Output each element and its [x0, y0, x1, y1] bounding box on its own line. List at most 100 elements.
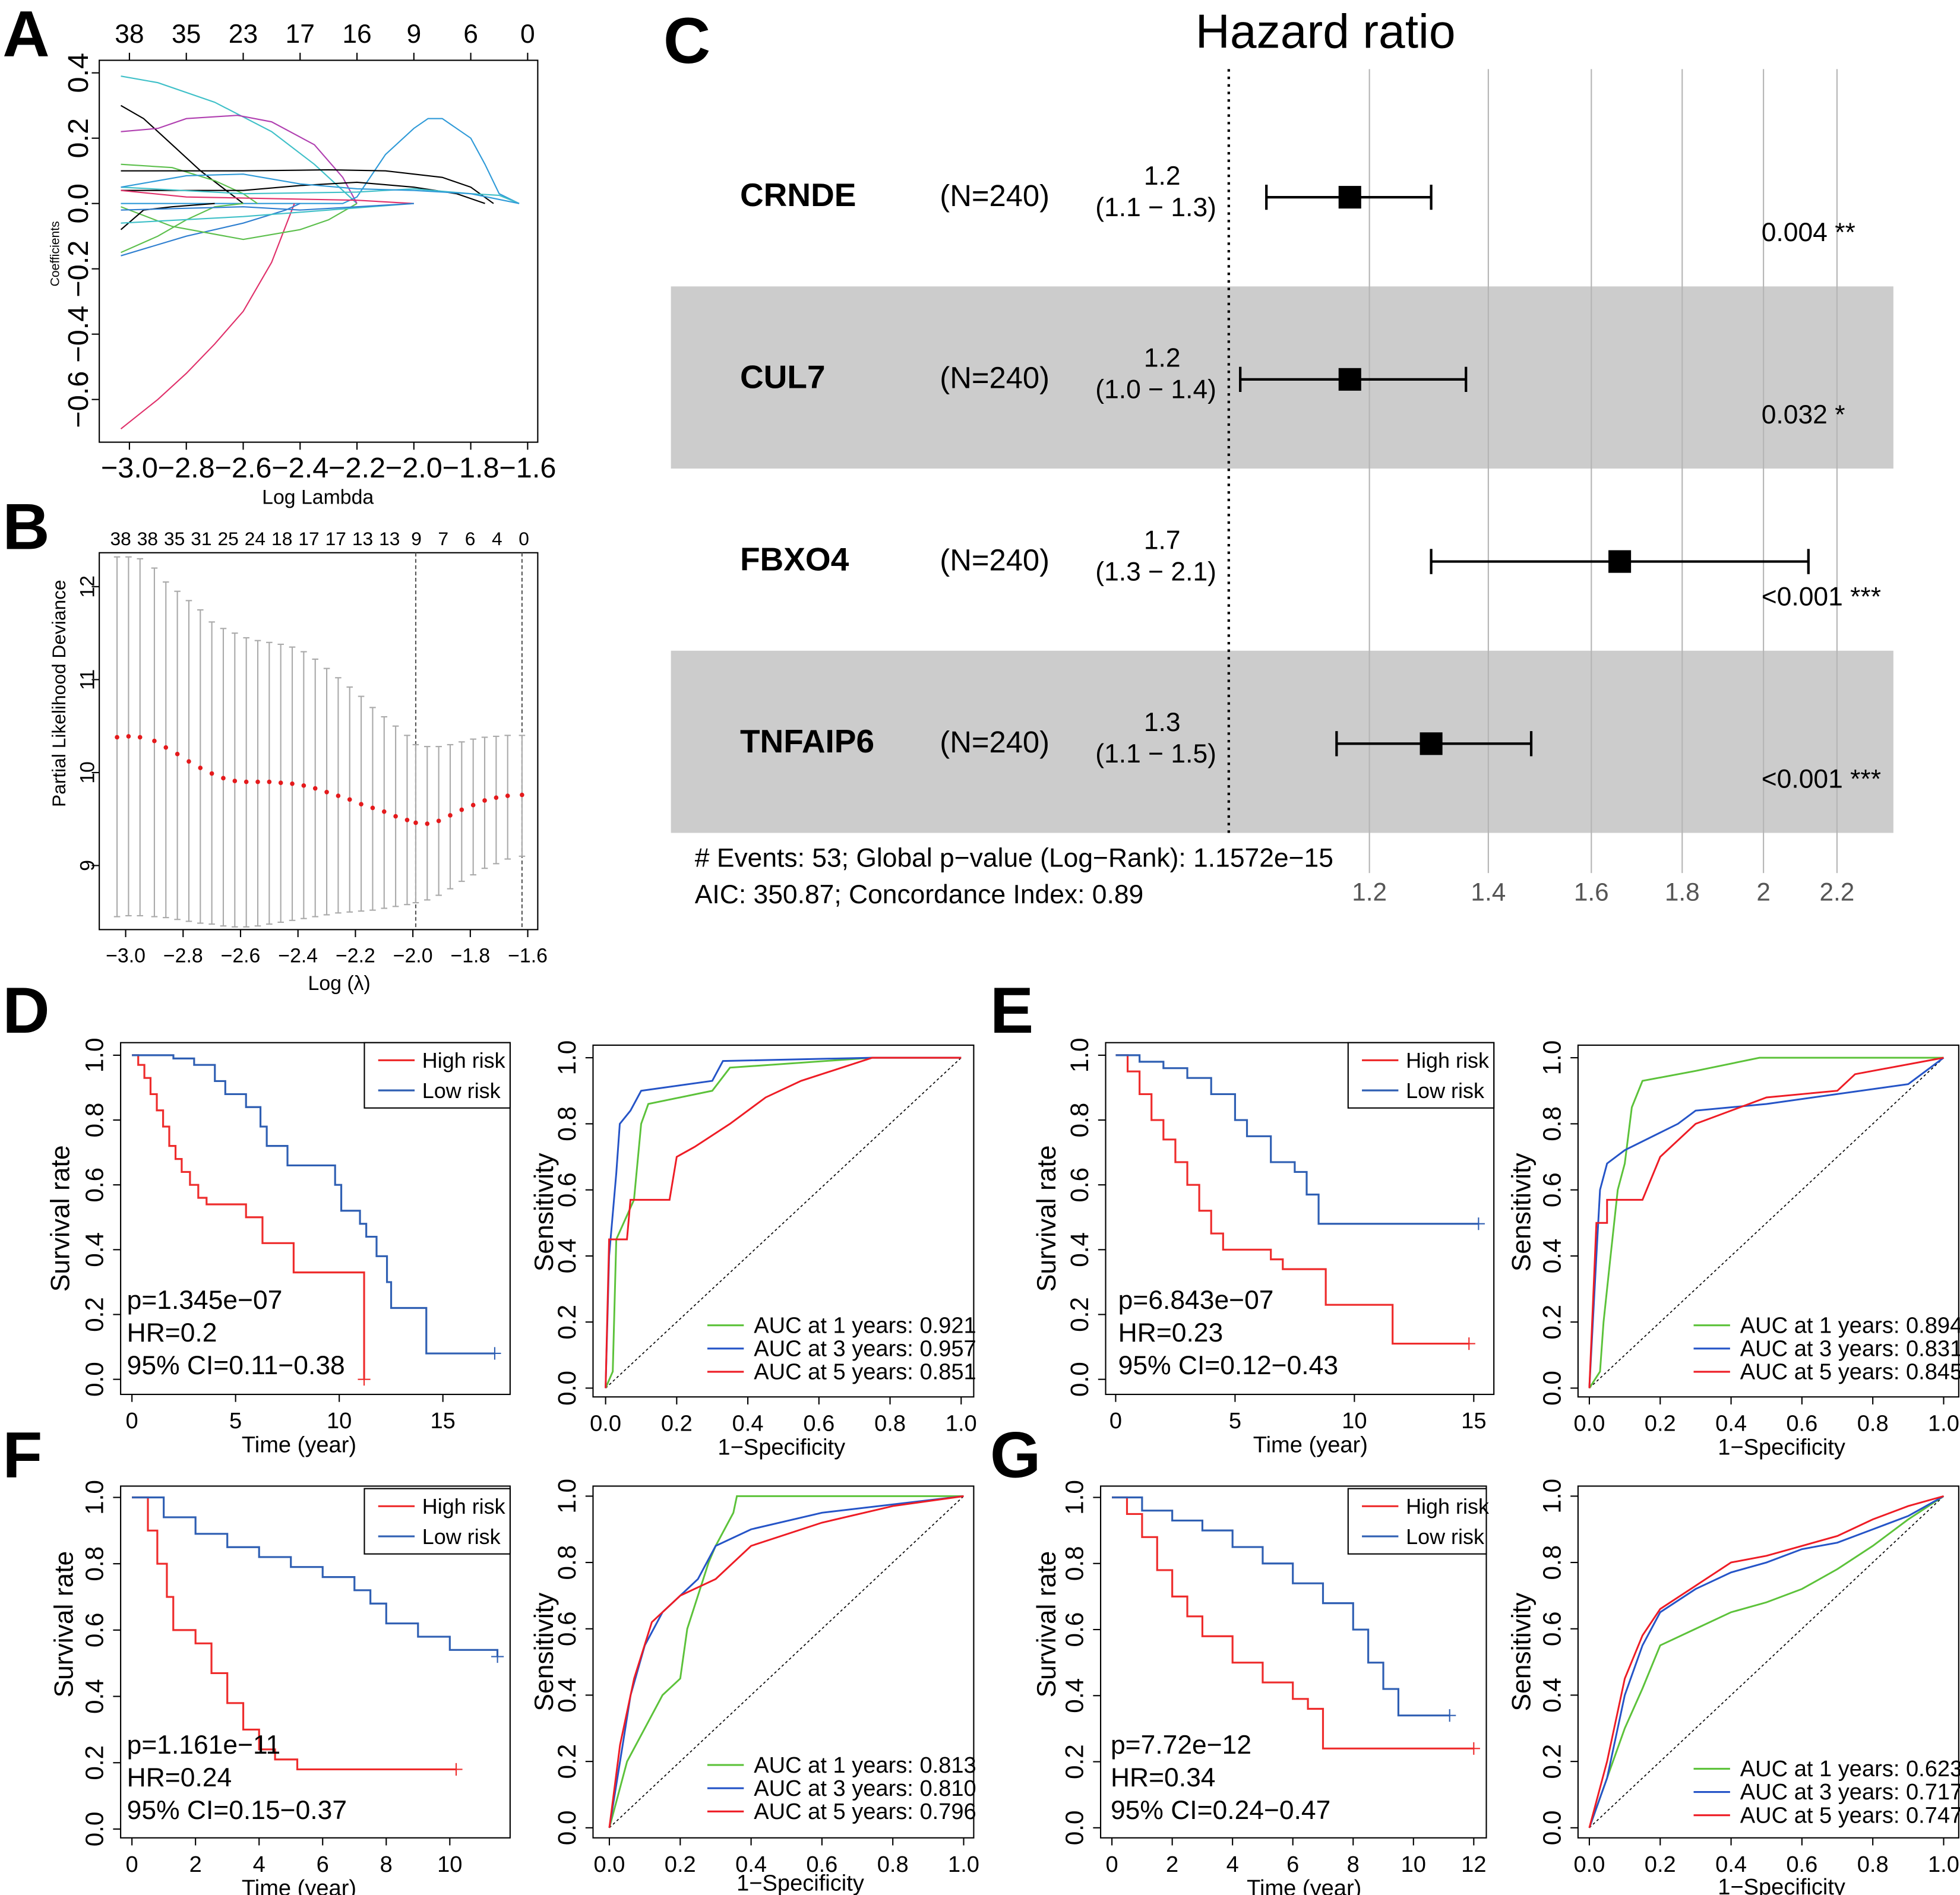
- panel-letter: E: [990, 974, 1033, 1047]
- x-tick-label: 15: [1461, 1409, 1486, 1434]
- coefficient-path: [121, 186, 520, 204]
- x-tick-label: 1.0: [1928, 1852, 1959, 1877]
- x-axis-label: 1−Specificity: [1718, 1875, 1845, 1895]
- x-tick-label: −3.0: [106, 944, 146, 967]
- panel-letter: B: [2, 490, 49, 563]
- x-tick-label: −2.4: [271, 452, 328, 484]
- y-axis-label: Coefficients: [48, 221, 62, 286]
- coefficient-path: [121, 118, 520, 204]
- panel-letter: D: [2, 974, 49, 1047]
- x-axis-label: 1−Specificity: [1718, 1435, 1845, 1460]
- deviance-point: [244, 779, 249, 784]
- x-tick-label: 0: [126, 1852, 138, 1877]
- x-axis-label: Time (year): [242, 1876, 356, 1895]
- legend-entry: High risk: [422, 1048, 506, 1073]
- deviance-point: [232, 779, 238, 783]
- x-tick-label: 0.2: [661, 1411, 693, 1436]
- y-axis-label: Sensitivity: [530, 1592, 559, 1711]
- deviance-point: [152, 738, 157, 744]
- legend-entry: High risk: [1406, 1494, 1490, 1518]
- legend-entry: AUC at 3 years: 0.717: [1740, 1780, 1960, 1805]
- y-tick-label: 0.6: [80, 1612, 108, 1647]
- legend-entry: AUC at 3 years: 0.957: [754, 1337, 976, 1362]
- x-tick-label: 0.8: [1857, 1852, 1889, 1877]
- confidence-interval: (1.0 − 1.4): [1095, 375, 1216, 404]
- y-tick-label: 0.6: [1538, 1172, 1566, 1207]
- y-tick-label: 0.4: [1538, 1678, 1566, 1713]
- sample-size: (N=240): [940, 725, 1049, 759]
- plot-frame: [99, 552, 539, 931]
- sample-size: (N=240): [940, 361, 1049, 395]
- y-tick-label: −0.4: [62, 306, 94, 363]
- x-tick-label: 0.4: [735, 1852, 767, 1877]
- x-tick-label: 8: [380, 1852, 393, 1877]
- top-axis-label: 6: [465, 528, 476, 549]
- x-tick-label: 0.8: [1857, 1411, 1889, 1436]
- plot-frame: [1577, 1485, 1959, 1839]
- stat-text: 95% CI=0.15−0.37: [127, 1796, 347, 1825]
- legend-entry: AUC at 5 years: 0.796: [754, 1799, 976, 1824]
- footer-aic: AIC: 350.87; Concordance Index: 0.89: [695, 880, 1143, 909]
- coefficient-path: [120, 105, 244, 204]
- y-tick-label: 0.0: [1066, 1362, 1093, 1397]
- top-axis-label: 7: [438, 528, 449, 549]
- deviance-point: [381, 809, 387, 814]
- y-tick-label: 0.6: [553, 1172, 581, 1207]
- coefficient-path: [121, 203, 358, 241]
- survival-curve-low-risk: [132, 1496, 499, 1657]
- top-axis-label: 9: [406, 20, 421, 49]
- deviance-point: [448, 813, 453, 818]
- diagonal-reference: [605, 1057, 962, 1389]
- y-tick-label: 0.8: [1538, 1106, 1566, 1141]
- legend-entry: High risk: [422, 1494, 506, 1518]
- coefficient-path: [121, 181, 485, 204]
- hazard-ratio-value: 1.2: [1144, 162, 1181, 191]
- x-tick-label: 0.4: [1715, 1852, 1747, 1877]
- y-tick-label: 0.2: [1538, 1744, 1566, 1779]
- plot-frame: [1105, 1042, 1495, 1396]
- y-axis-label: Survival rate: [50, 1551, 79, 1698]
- legend-entry: AUC at 5 years: 0.747: [1740, 1803, 1960, 1828]
- plot-frame: [592, 1485, 975, 1839]
- hazard-ratio-value: 1.3: [1144, 708, 1181, 737]
- y-tick-label: 0.4: [80, 1679, 108, 1714]
- x-tick-label: 0.6: [806, 1852, 837, 1877]
- y-tick-label: 0.0: [1538, 1371, 1566, 1406]
- x-axis-label: 1−Specificity: [736, 1871, 864, 1895]
- y-tick-label: 1.0: [553, 1479, 581, 1514]
- top-axis-label: 13: [352, 528, 373, 549]
- roc-curve: [605, 1056, 962, 1389]
- coefficient-path: [121, 173, 520, 204]
- y-tick-label: 0.2: [80, 1297, 108, 1332]
- deviance-point: [459, 807, 464, 812]
- x-tick-label: −2.4: [278, 944, 318, 967]
- p-value: <0.001 ***: [1762, 764, 1881, 793]
- deviance-point: [267, 779, 272, 784]
- hazard-ratio-value: 1.2: [1144, 344, 1181, 373]
- x-tick-label: −1.6: [508, 944, 548, 967]
- y-tick-label: −0.2: [62, 241, 94, 298]
- top-axis-label: 24: [245, 528, 265, 549]
- x-tick-label: −2.0: [393, 944, 433, 967]
- x-tick-label: 0.2: [1645, 1852, 1676, 1877]
- coefficient-path: [120, 203, 295, 430]
- confidence-interval: (1.3 − 2.1): [1095, 557, 1216, 586]
- roc-curve: [1588, 1056, 1944, 1389]
- deviance-point: [520, 792, 524, 798]
- stat-text: HR=0.2: [127, 1318, 217, 1347]
- deviance-point: [198, 765, 203, 770]
- x-axis-label: Log (λ): [308, 972, 371, 995]
- deviance-point: [186, 759, 191, 764]
- y-tick-label: 10: [77, 761, 99, 784]
- y-tick-label: 0.4: [1060, 1678, 1088, 1713]
- stat-text: 95% CI=0.12−0.43: [1118, 1351, 1338, 1380]
- top-axis-label: 17: [286, 20, 315, 49]
- top-axis-label: 4: [492, 528, 502, 549]
- stat-text: HR=0.34: [1111, 1763, 1216, 1792]
- x-tick-label: 4: [253, 1852, 265, 1877]
- legend-entry: AUC at 3 years: 0.831: [1740, 1337, 1960, 1362]
- x-tick-label: 0.2: [665, 1852, 696, 1877]
- y-tick-label: 9: [77, 860, 99, 871]
- deviance-point: [482, 798, 487, 803]
